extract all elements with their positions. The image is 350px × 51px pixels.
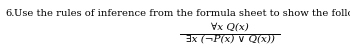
Text: ∃x (¬P(x) ∨ Q(x)): ∃x (¬P(x) ∨ Q(x))	[186, 35, 274, 44]
Text: Use the rules of inference from the formula sheet to show the follow argument is: Use the rules of inference from the form…	[14, 9, 350, 18]
Text: 6.: 6.	[5, 9, 14, 18]
Text: ∀x Q(x): ∀x Q(x)	[211, 23, 249, 32]
